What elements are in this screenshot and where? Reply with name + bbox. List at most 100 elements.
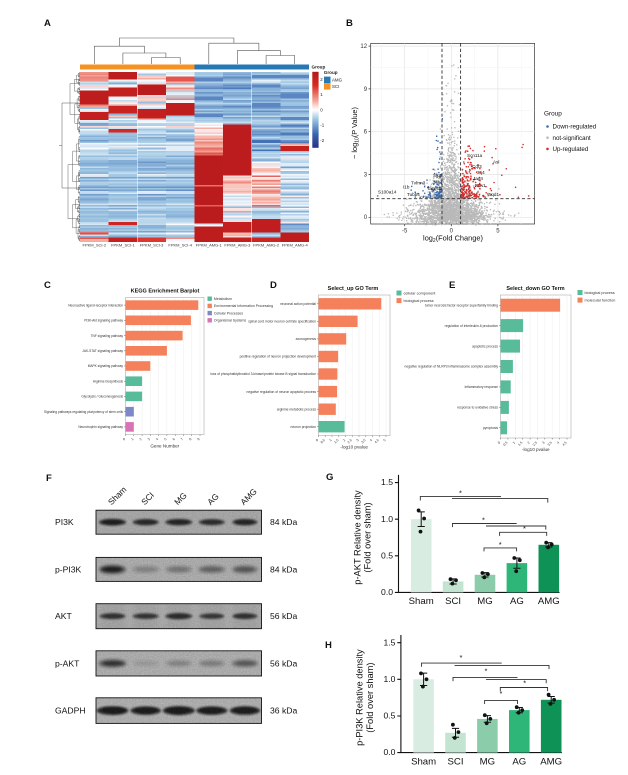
svg-text:PI3K: PI3K (55, 517, 74, 527)
svg-text:*: * (459, 488, 462, 497)
svg-text:AMG: AMG (540, 756, 562, 767)
svg-text:MAPK signaling pathway: MAPK signaling pathway (88, 364, 124, 368)
svg-text:neuron projection: neuron projection (291, 425, 317, 429)
svg-text:E: E (449, 280, 455, 291)
svg-text:pyroptosis: pyroptosis (483, 426, 498, 430)
svg-text:-5: -5 (402, 229, 408, 235)
svg-text:regulation of interleukin-6 pr: regulation of interleukin-6 production (445, 324, 498, 328)
svg-text:84 kDa: 84 kDa (270, 564, 297, 574)
svg-text:*: * (500, 689, 503, 698)
svg-text:AKT: AKT (55, 611, 72, 621)
svg-text:2.5: 2.5 (347, 438, 353, 444)
svg-text:9: 9 (197, 437, 201, 441)
svg-text:F: F (46, 473, 52, 484)
svg-text:FPKM_SCI-4: FPKM_SCI-4 (168, 243, 192, 248)
svg-text:Sham: Sham (409, 596, 434, 607)
svg-text:MG: MG (477, 596, 492, 607)
svg-text:Jag4: Jag4 (473, 176, 483, 181)
svg-text:p-PI3K: p-PI3K (55, 564, 82, 574)
svg-text:loss of phosphatidylinositol 3: loss of phosphatidylinositol 3-kinase/pr… (210, 372, 316, 376)
svg-text:12: 12 (360, 44, 367, 50)
svg-text:response to oxidative stress: response to oxidative stress (457, 406, 498, 410)
svg-text:spinal cord motor neuron cell: spinal cord motor neuron cell fate speci… (248, 320, 316, 324)
svg-text:2: 2 (139, 437, 143, 441)
svg-text:2: 2 (342, 438, 346, 442)
svg-text:Group: Group (324, 70, 338, 75)
svg-text:TNF signaling pathway: TNF signaling pathway (91, 334, 124, 338)
svg-text:MG: MG (480, 756, 495, 767)
svg-text:1: 1 (512, 441, 516, 445)
svg-text:4: 4 (369, 438, 373, 442)
svg-text:1.5: 1.5 (383, 637, 395, 647)
svg-text:-log10 pvalue: -log10 pvalue (340, 445, 368, 450)
svg-text:3.5: 3.5 (360, 438, 366, 444)
svg-text:AMG: AMG (332, 78, 343, 83)
svg-text:2: 2 (320, 77, 323, 82)
svg-text:PI3K-Akt signaling pathway: PI3K-Akt signaling pathway (84, 319, 123, 323)
svg-text:S100a14: S100a14 (378, 190, 397, 195)
svg-text:-log10 pvalue: -log10 pvalue (522, 447, 550, 452)
svg-text:0: 0 (122, 437, 126, 441)
svg-text:0: 0 (497, 441, 501, 445)
svg-text:Scn11a: Scn11a (467, 153, 483, 158)
svg-text:6: 6 (172, 437, 176, 441)
svg-text:Down-regulated: Down-regulated (553, 124, 597, 131)
svg-text:MG: MG (172, 490, 189, 507)
svg-text:Select_up GO Term: Select_up GO Term (328, 286, 379, 292)
svg-text:5: 5 (383, 438, 387, 442)
svg-text:4: 4 (556, 441, 560, 445)
svg-text:Arginine biosynthesis: Arginine biosynthesis (93, 379, 124, 383)
svg-text:56 kDa: 56 kDa (270, 611, 297, 621)
svg-text:Nrw1: Nrw1 (475, 183, 486, 188)
svg-text:inflammatory response: inflammatory response (465, 385, 499, 389)
svg-text:*: * (482, 516, 485, 525)
svg-text:log2(Fold Change): log2(Fold Change) (423, 234, 483, 245)
svg-text:4.5: 4.5 (562, 441, 568, 447)
svg-text:Neurotrophin signaling pathway: Neurotrophin signaling pathway (78, 425, 123, 429)
svg-text:D: D (270, 280, 277, 291)
svg-text:p-PI3K Relative density: p-PI3K Relative density (355, 649, 365, 746)
svg-text:cellular component: cellular component (404, 292, 437, 296)
svg-text:5: 5 (496, 229, 500, 235)
svg-text:p-AKT Relative density: p-AKT Relative density (352, 490, 362, 585)
svg-text:Up-regulated: Up-regulated (553, 146, 589, 153)
svg-text:84 kDa: 84 kDa (270, 517, 297, 527)
svg-text:SCI: SCI (445, 596, 461, 607)
svg-text:Metabolism: Metabolism (214, 297, 232, 301)
svg-text:FPKM_AMG-1: FPKM_AMG-1 (196, 243, 223, 248)
svg-text:1: 1 (329, 438, 333, 442)
svg-text:0.0: 0.0 (383, 747, 395, 757)
svg-text:3: 3 (147, 437, 151, 441)
svg-text:7: 7 (180, 437, 184, 441)
svg-text:Neuroactive ligand-receptor in: Neuroactive ligand-receptor interaction (68, 303, 123, 307)
svg-text:axonogenesis: axonogenesis (296, 337, 317, 341)
svg-text:-2: -2 (320, 138, 324, 143)
svg-text:AG: AG (205, 491, 221, 507)
svg-text:Cqf3: Cqf3 (472, 164, 482, 169)
svg-text:8: 8 (188, 437, 192, 441)
svg-text:1.0: 1.0 (381, 514, 393, 524)
svg-text:G: G (326, 472, 333, 483)
svg-text:I1b: I1b (403, 185, 410, 190)
svg-text:Asl: Asl (493, 160, 499, 165)
svg-text:FPKM_SCI-1: FPKM_SCI-1 (111, 243, 135, 248)
svg-text:Gene Number: Gene Number (150, 444, 179, 449)
svg-text:*: * (499, 540, 502, 549)
svg-text:neuronal action potential: neuronal action potential (280, 302, 316, 306)
svg-text:Wqd1: Wqd1 (487, 192, 499, 197)
svg-text:not-significant: not-significant (553, 135, 591, 142)
svg-text:36 kDa: 36 kDa (270, 706, 297, 716)
svg-text:A: A (44, 18, 51, 29)
svg-text:FPKM_AMG-2: FPKM_AMG-2 (253, 243, 280, 248)
svg-text:GADPH: GADPH (55, 706, 86, 716)
svg-text:positive regulation of neuron: positive regulation of neuron projection… (240, 355, 317, 359)
svg-text:p-AKT: p-AKT (55, 658, 80, 668)
svg-text:FPKM_AMG-4: FPKM_AMG-4 (282, 243, 309, 248)
svg-text:Select_down GO Term: Select_down GO Term (506, 286, 564, 292)
svg-text:*: * (523, 524, 526, 533)
svg-text:Cellular Processes: Cellular Processes (214, 311, 243, 315)
svg-text:apoptotic process: apoptotic process (472, 344, 498, 348)
svg-text:*: * (460, 653, 463, 662)
svg-text:4: 4 (155, 437, 159, 441)
svg-text:Organismal Systems: Organismal Systems (214, 319, 247, 323)
